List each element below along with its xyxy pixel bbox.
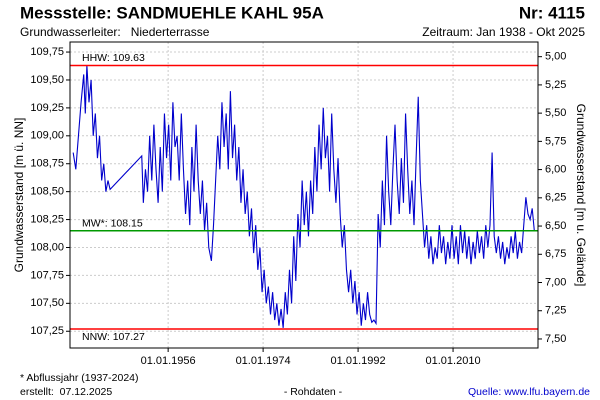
y-tick-label: 109,00 — [30, 130, 64, 142]
y-tick-label: 108,75 — [30, 158, 64, 170]
station-number: Nr: 4115 — [519, 3, 585, 22]
reference-label: HHW: 109.63 — [82, 52, 145, 64]
reference-label: NNW: 107.27 — [82, 331, 145, 343]
source-link[interactable]: Quelle: www.lfu.bayern.de — [468, 386, 590, 398]
y-tick-label: 107,75 — [30, 269, 64, 281]
y2-tick-label: 7,00 — [545, 276, 566, 288]
x-tick-label: 01.01.1974 — [236, 355, 291, 367]
y2-tick-label: 6,25 — [545, 192, 566, 204]
y2-tick-label: 5,75 — [545, 135, 566, 147]
created-date: erstellt: 07.12.2025 — [20, 386, 112, 398]
y2-tick-label: 7,50 — [545, 333, 566, 345]
plot-frame — [69, 41, 539, 349]
x-tick-label: 01.01.2010 — [426, 355, 481, 367]
y-axis-label: Grundwasserstand [m ü. NN] — [12, 118, 26, 273]
y-tick-label: 107,50 — [30, 297, 64, 309]
y2-tick-label: 5,25 — [545, 79, 566, 91]
y2-axis-label: Grundwasserstand [m u. Gelände] — [574, 104, 588, 287]
period: Zeitraum: Jan 1938 - Okt 2025 — [422, 25, 585, 39]
y-tick-label: 109,25 — [30, 102, 64, 114]
y2-tick-label: 5,00 — [545, 51, 566, 63]
y2-tick-label: 7,25 — [545, 305, 566, 317]
data-line — [72, 65, 535, 328]
chart-title: Messstelle: SANDMUEHLE KAHL 95A — [20, 3, 324, 22]
data-note: - Rohdaten - — [284, 386, 343, 398]
y2-tick-label: 6,00 — [545, 164, 566, 176]
x-tick-label: 01.01.1992 — [331, 355, 386, 367]
x-tick-label: 01.01.1956 — [141, 355, 196, 367]
y-tick-label: 108,25 — [30, 213, 64, 225]
subtitle: Grundwasserleiter: Niederterrasse — [20, 25, 210, 39]
y2-tick-label: 5,50 — [545, 107, 566, 119]
y-tick-label: 108,50 — [30, 186, 64, 198]
y-tick-label: 108,00 — [30, 241, 64, 253]
reference-label: MW*: 108.15 — [82, 218, 143, 230]
footnote: * Abflussjahr (1937-2024) — [20, 372, 139, 384]
y-tick-label: 107,25 — [30, 325, 64, 337]
y2-tick-label: 6,75 — [545, 248, 566, 260]
y-tick-label: 109,50 — [30, 74, 64, 86]
y2-tick-label: 6,50 — [545, 220, 566, 232]
y-tick-label: 109,75 — [30, 46, 64, 58]
